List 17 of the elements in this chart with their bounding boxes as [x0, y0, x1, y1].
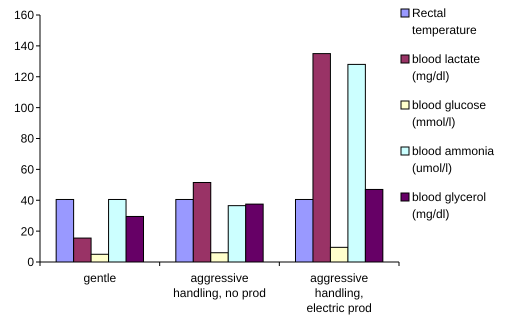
legend-label: Rectal temperature	[412, 6, 478, 37]
x-tick-label: aggressive handling, no prod	[173, 271, 266, 300]
legend-label: blood glycerol (mg/dl)	[412, 190, 486, 221]
y-tick-label: 120	[14, 70, 34, 84]
y-tick-label: 100	[14, 100, 34, 115]
x-tick-label: gentle	[83, 271, 117, 285]
y-tick-label: 40	[20, 193, 34, 208]
y-tick-label: 80	[20, 132, 34, 146]
y-tick-label: 60	[20, 162, 34, 177]
legend-label: blood glucose (mmol/l)	[412, 98, 486, 129]
y-tick-label: 140	[14, 39, 34, 54]
y-tick-label: 160	[14, 8, 34, 22]
y-tick-label: 0	[27, 255, 34, 270]
y-tick-label: 20	[20, 224, 34, 238]
x-tick-label: aggressive handling, electric prod	[306, 271, 372, 315]
legend-label: blood lactate (mg/dl)	[412, 52, 480, 83]
legend-label: blood ammonia (umol/l)	[412, 144, 494, 175]
